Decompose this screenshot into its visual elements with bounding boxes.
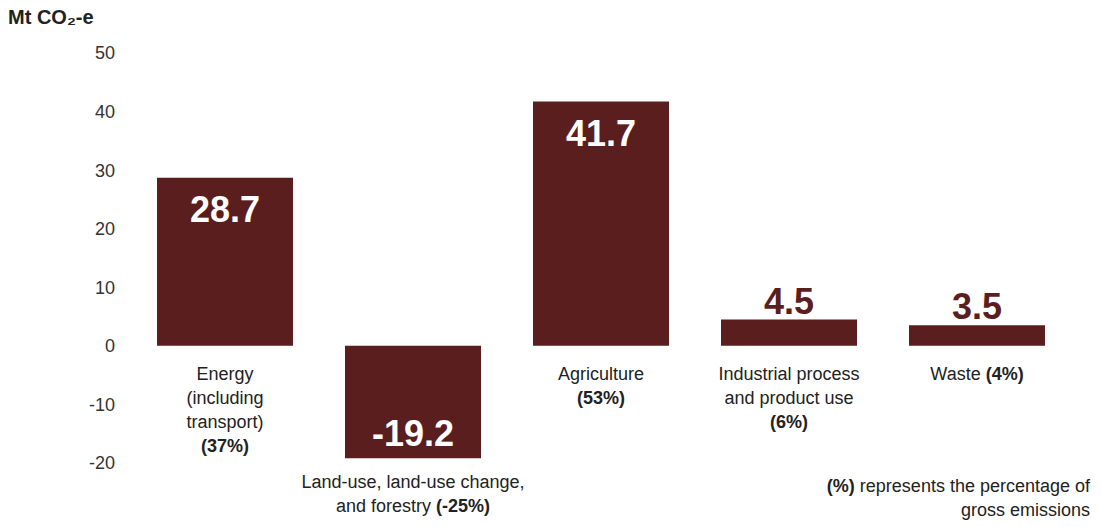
svg-text:Agriculture: Agriculture <box>558 364 644 384</box>
svg-text:-19.2: -19.2 <box>372 413 454 454</box>
svg-text:41.7: 41.7 <box>566 113 636 154</box>
svg-text:Land-use, land-use change,: Land-use, land-use change, <box>301 472 524 492</box>
svg-text:-20: -20 <box>89 453 115 473</box>
svg-text:10: 10 <box>95 278 115 298</box>
html-text:(%) represents the percentage: (%) represents the percentage of gross e… <box>826 476 1090 520</box>
svg-text:(53%): (53%) <box>577 388 625 408</box>
svg-text:40: 40 <box>95 102 115 122</box>
svg-text:30: 30 <box>95 161 115 181</box>
svg-text:20: 20 <box>95 219 115 239</box>
svg-text:28.7: 28.7 <box>190 189 260 230</box>
svg-text:4.5: 4.5 <box>764 281 814 322</box>
svg-text:transport): transport) <box>186 412 263 432</box>
html-text:Mt CO₂-e: Mt CO₂-e <box>8 6 94 28</box>
svg-text:3.5: 3.5 <box>952 286 1002 327</box>
svg-text:Waste (4%): Waste (4%) <box>930 364 1023 384</box>
svg-text:(6%): (6%) <box>770 412 808 432</box>
svg-text:50: 50 <box>95 43 115 63</box>
svg-text:(37%): (37%) <box>201 436 249 456</box>
svg-text:and forestry (-25%): and forestry (-25%) <box>336 496 490 516</box>
svg-text:-10: -10 <box>89 395 115 415</box>
svg-text:(including: (including <box>186 388 263 408</box>
svg-text:and product use: and product use <box>724 388 853 408</box>
svg-text:0: 0 <box>105 336 115 356</box>
svg-text:Energy: Energy <box>196 364 253 384</box>
svg-text:Industrial process: Industrial process <box>718 364 859 384</box>
